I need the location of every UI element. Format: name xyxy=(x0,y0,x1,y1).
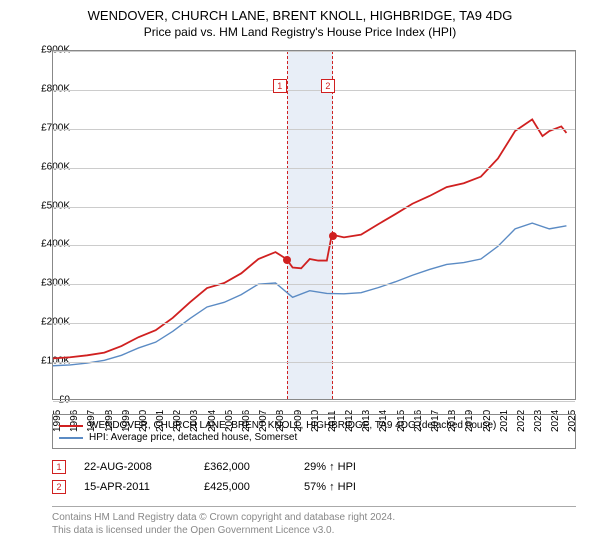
legend-swatch-hpi xyxy=(59,437,83,439)
transaction-marker-1: 1 xyxy=(52,460,66,474)
legend-item-hpi: HPI: Average price, detached house, Some… xyxy=(59,432,569,443)
transaction-price-1: £362,000 xyxy=(204,461,304,473)
transaction-row-1: 1 22-AUG-2008 £362,000 29% ↑ HPI xyxy=(52,460,576,474)
legend-label-hpi: HPI: Average price, detached house, Some… xyxy=(89,432,297,443)
marker-dot-1 xyxy=(283,256,291,264)
gridline-h xyxy=(53,323,575,324)
transaction-pct-2: 57% ↑ HPI xyxy=(304,481,424,493)
gridline-h xyxy=(53,90,575,91)
marker-dot-2 xyxy=(329,232,337,240)
transaction-row-2: 2 15-APR-2011 £425,000 57% ↑ HPI xyxy=(52,480,576,494)
gridline-h xyxy=(53,245,575,246)
footer-text: Contains HM Land Registry data © Crown c… xyxy=(52,506,576,537)
footer-line-2: This data is licensed under the Open Gov… xyxy=(52,524,576,537)
chart-title: WENDOVER, CHURCH LANE, BRENT KNOLL, HIGH… xyxy=(0,8,600,23)
transaction-date-2: 15-APR-2011 xyxy=(84,481,204,493)
transaction-pct-1: 29% ↑ HPI xyxy=(304,461,424,473)
gridline-h xyxy=(53,284,575,285)
legend-box: WENDOVER, CHURCH LANE, BRENT KNOLL, HIGH… xyxy=(52,414,576,449)
gridline-h xyxy=(53,401,575,402)
gridline-h xyxy=(53,168,575,169)
gridline-h xyxy=(53,51,575,52)
gridline-h xyxy=(53,207,575,208)
transaction-rows: 1 22-AUG-2008 £362,000 29% ↑ HPI 2 15-AP… xyxy=(52,454,576,500)
marker-label-2: 2 xyxy=(321,79,335,93)
transaction-marker-2: 2 xyxy=(52,480,66,494)
gridline-h xyxy=(53,129,575,130)
marker-label-1: 1 xyxy=(273,79,287,93)
footer-line-1: Contains HM Land Registry data © Crown c… xyxy=(52,511,576,524)
title-area: WENDOVER, CHURCH LANE, BRENT KNOLL, HIGH… xyxy=(0,0,600,39)
line-series-svg xyxy=(53,51,575,399)
chart-subtitle: Price paid vs. HM Land Registry's House … xyxy=(0,25,600,39)
gridline-h xyxy=(53,362,575,363)
chart-plot-area: 12 xyxy=(52,50,576,400)
transaction-date-1: 22-AUG-2008 xyxy=(84,461,204,473)
transaction-price-2: £425,000 xyxy=(204,481,304,493)
legend-item-property: WENDOVER, CHURCH LANE, BRENT KNOLL, HIGH… xyxy=(59,420,569,431)
chart-container: WENDOVER, CHURCH LANE, BRENT KNOLL, HIGH… xyxy=(0,0,600,560)
legend-swatch-property xyxy=(59,425,83,427)
legend-label-property: WENDOVER, CHURCH LANE, BRENT KNOLL, HIGH… xyxy=(89,420,496,431)
